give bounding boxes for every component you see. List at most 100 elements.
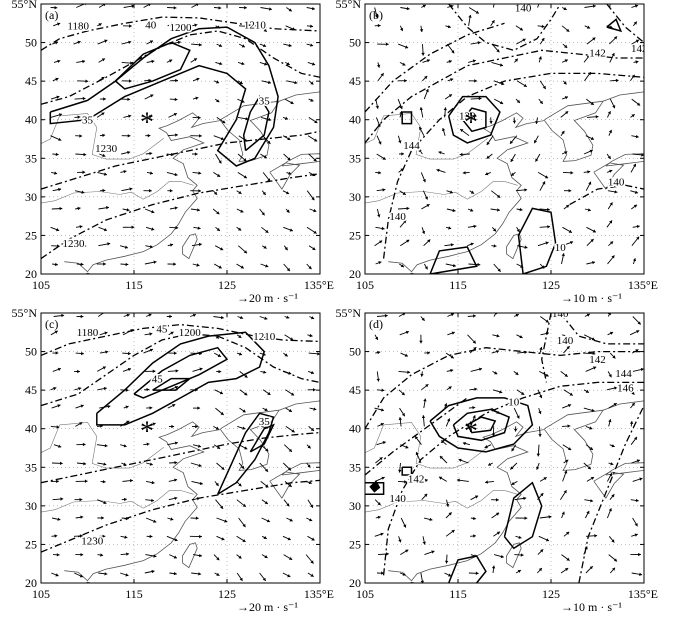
wind-arrowhead xyxy=(496,498,499,502)
wind-arrowhead xyxy=(374,14,379,18)
wind-arrowhead xyxy=(57,517,61,521)
wind-arrowhead xyxy=(264,101,268,104)
wind-arrowhead xyxy=(151,480,155,485)
wind-arrowhead xyxy=(405,445,409,449)
wind-arrowhead xyxy=(479,367,482,371)
reference-vector-label: →20 m · s⁻¹ xyxy=(237,291,298,305)
wind-arrowhead xyxy=(378,171,382,175)
wind-arrowhead xyxy=(380,423,384,427)
wind-arrowhead xyxy=(561,130,565,135)
wind-arrowhead xyxy=(127,150,131,155)
wind-arrowhead xyxy=(238,352,242,356)
wind-arrowhead xyxy=(547,207,550,212)
height-contour xyxy=(559,313,644,345)
contour-label: 35 xyxy=(82,115,94,127)
lat-tick-label: 40 xyxy=(349,422,361,436)
wind-arrowhead xyxy=(592,4,596,8)
wind-arrowhead xyxy=(380,73,384,77)
jet-contour xyxy=(447,95,501,144)
wind-arrowhead xyxy=(405,549,409,553)
wind-arrowhead xyxy=(639,572,643,576)
wind-arrowhead xyxy=(264,468,268,472)
wind-arrowhead xyxy=(286,315,290,319)
wind-arrowhead xyxy=(150,94,154,98)
wind-arrowhead xyxy=(494,371,498,375)
wind-arrowhead xyxy=(431,550,435,554)
wind-arrowhead xyxy=(218,160,222,164)
wind-arrowhead xyxy=(402,572,406,576)
jet-contour xyxy=(517,207,557,274)
wind-arrowhead xyxy=(193,58,197,62)
wind-arrowhead xyxy=(535,121,539,124)
wind-arrowhead xyxy=(174,206,178,210)
lon-tick-label: 135°E xyxy=(628,278,658,292)
wind-vector xyxy=(493,313,497,317)
wind-arrowhead xyxy=(60,497,64,501)
wind-arrowhead xyxy=(633,163,636,167)
wind-arrowhead xyxy=(149,189,152,193)
wind-arrowhead xyxy=(474,495,479,499)
wind-arrowhead xyxy=(310,98,314,102)
wind-arrowhead xyxy=(384,314,388,318)
wind-arrowhead xyxy=(218,369,222,374)
wind-arrowhead xyxy=(612,355,616,359)
wind-arrowhead xyxy=(474,79,477,83)
wind-arrowhead xyxy=(310,316,315,320)
wind-arrowhead xyxy=(286,209,290,213)
wind-arrowhead xyxy=(195,424,198,429)
wind-arrowhead xyxy=(382,441,386,445)
beijing-marker: * xyxy=(140,108,154,139)
height-contour xyxy=(41,431,320,484)
wind-arrowhead xyxy=(472,415,476,419)
coastline xyxy=(85,272,93,274)
wind-arrowhead xyxy=(149,348,153,352)
wind-arrowhead xyxy=(477,41,481,45)
wind-arrowhead xyxy=(422,4,426,8)
wind-arrowhead xyxy=(564,96,568,100)
wind-arrowhead xyxy=(633,204,637,208)
wind-arrowhead xyxy=(485,480,488,484)
wind-arrowhead xyxy=(152,422,156,426)
wind-arrowhead xyxy=(423,398,427,402)
wind-arrowhead xyxy=(243,175,247,179)
wind-arrowhead xyxy=(510,466,514,470)
wind-arrowhead xyxy=(496,512,500,516)
wind-arrowhead xyxy=(516,99,520,103)
wind-arrowhead xyxy=(497,268,501,272)
wind-arrowhead xyxy=(517,8,521,12)
jet-contour xyxy=(401,466,413,476)
wind-arrowhead xyxy=(425,89,429,93)
lon-tick-label: 105 xyxy=(356,587,374,601)
wind-arrowhead xyxy=(151,498,154,503)
wind-arrowhead xyxy=(214,191,218,195)
wind-arrowhead xyxy=(612,567,615,571)
wind-arrowhead xyxy=(264,316,268,320)
wind-arrowhead xyxy=(448,226,452,230)
wind-arrowhead xyxy=(239,577,243,581)
wind-arrowhead xyxy=(149,462,153,466)
wind-arrowhead xyxy=(79,534,83,538)
coastline xyxy=(64,91,320,273)
wind-arrowhead xyxy=(403,497,407,501)
wind-arrowhead xyxy=(511,481,515,485)
wind-arrowhead xyxy=(124,535,128,539)
wind-arrowhead xyxy=(244,446,248,450)
wind-arrowhead xyxy=(543,477,547,481)
river xyxy=(41,181,194,204)
wind-arrowhead xyxy=(149,332,153,336)
wind-arrowhead xyxy=(542,181,546,185)
wind-arrowhead xyxy=(267,80,271,84)
wind-arrowhead xyxy=(102,534,106,538)
wind-arrowhead xyxy=(79,574,83,578)
wind-arrowhead xyxy=(198,444,201,448)
wind-arrowhead xyxy=(633,21,637,25)
wind-arrowhead xyxy=(614,36,618,40)
wind-arrowhead xyxy=(402,313,406,316)
wind-arrowhead xyxy=(377,23,381,28)
wind-arrowhead xyxy=(238,483,242,487)
wind-arrowhead xyxy=(242,523,246,528)
wind-arrowhead xyxy=(589,566,593,570)
wind-arrowhead xyxy=(570,241,574,245)
wind-arrowhead xyxy=(590,136,594,140)
